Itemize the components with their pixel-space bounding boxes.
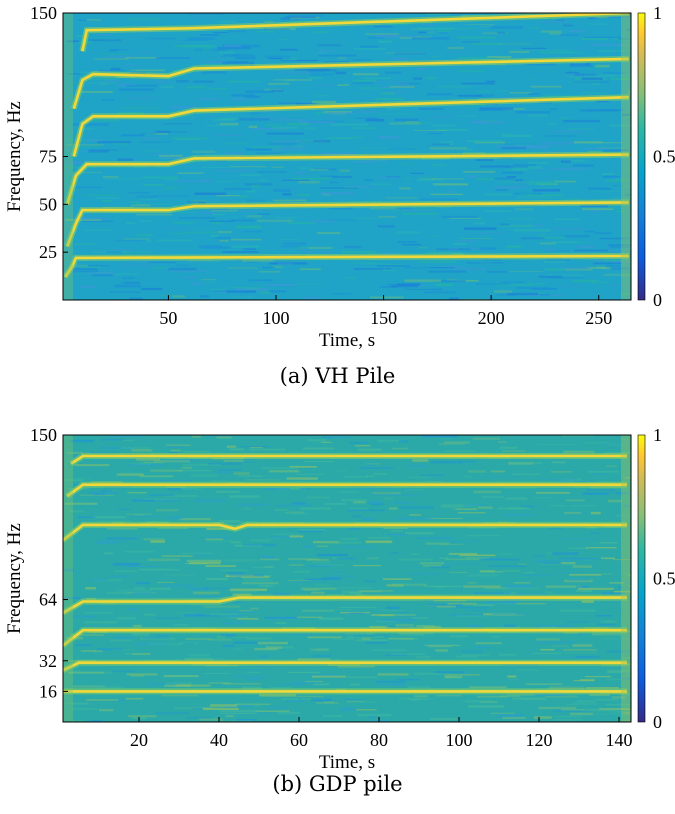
end-edge bbox=[621, 13, 631, 300]
caption-vh-pile: (a) VH Pile bbox=[279, 364, 396, 388]
y-axis-label: Frequency, Hz bbox=[4, 523, 25, 634]
spectrogram-panel-gdp-pile: 20 40 60 80 100 120 140 16 32 64 150 Time, s Frequen… bbox=[0, 418, 675, 814]
x-axis-label: Time, s bbox=[319, 752, 375, 773]
ridge-line-6 bbox=[70, 454, 627, 465]
ridge-line-1 bbox=[63, 661, 627, 672]
x-tick-label: 20 bbox=[130, 730, 148, 750]
colorbar bbox=[637, 434, 646, 723]
colorbar-tick-label: 1 bbox=[653, 425, 662, 445]
y-axis-label: Frequency, Hz bbox=[4, 101, 25, 212]
y-tick-label: 25 bbox=[39, 242, 57, 262]
ridge-line-5 bbox=[81, 13, 629, 52]
y-tick-label: 150 bbox=[30, 425, 57, 445]
ridge-line-4 bbox=[63, 523, 627, 542]
caption-gdp-pile: (b) GDP pile bbox=[272, 772, 403, 796]
x-tick-label: 200 bbox=[478, 308, 505, 328]
x-tick-label: 100 bbox=[446, 730, 473, 750]
spectrogram-image bbox=[63, 435, 631, 722]
frequency-ridges bbox=[63, 453, 627, 695]
axes-frame bbox=[62, 434, 632, 723]
ridge-line-2 bbox=[66, 153, 629, 205]
x-tick-label: 60 bbox=[290, 730, 308, 750]
x-tick-label: 250 bbox=[585, 308, 612, 328]
x-tick-label: 140 bbox=[606, 730, 633, 750]
spectrogram-chart-gdp-pile: 20 40 60 80 100 120 140 16 32 64 150 Time, s Frequen… bbox=[4, 425, 675, 773]
ridge-line-0 bbox=[64, 254, 629, 278]
spectrogram-panel-vh-pile: 50 100 150 200 250 25 50 75 150 Time, s Frequency,… bbox=[0, 0, 675, 400]
colorbar-tick-label: 0.5 bbox=[653, 147, 675, 167]
colorbar-tick-label: 0.5 bbox=[653, 569, 675, 589]
x-tick-label: 50 bbox=[159, 308, 177, 328]
y-tick-label: 150 bbox=[30, 3, 57, 23]
colorbar bbox=[637, 12, 646, 301]
x-tick-label: 150 bbox=[370, 308, 397, 328]
y-tick-label: 32 bbox=[39, 651, 57, 671]
onset-edge bbox=[63, 435, 73, 722]
y-tick-label: 75 bbox=[39, 147, 57, 167]
ridge-line-5 bbox=[66, 483, 627, 498]
spectrogram-image bbox=[63, 13, 631, 300]
x-axis-label: Time, s bbox=[319, 330, 375, 351]
ridge-line-3 bbox=[63, 596, 627, 615]
x-tick-label: 120 bbox=[526, 730, 553, 750]
colorbar-tick-label: 1 bbox=[653, 3, 662, 23]
x-tick-label: 40 bbox=[210, 730, 228, 750]
colorbar-tick-label: 0 bbox=[653, 712, 662, 732]
ridge-line-1 bbox=[66, 201, 629, 247]
y-tick-label: 50 bbox=[39, 194, 57, 214]
colorbar-tick-label: 0 bbox=[653, 290, 662, 310]
end-edge bbox=[621, 435, 631, 722]
y-tick-label: 64 bbox=[39, 590, 57, 610]
ridge-line-2 bbox=[63, 628, 627, 647]
frequency-ridges bbox=[63, 13, 629, 279]
x-tick-label: 100 bbox=[263, 308, 290, 328]
y-tick-label: 16 bbox=[39, 681, 57, 701]
x-tick-label: 80 bbox=[370, 730, 388, 750]
ridge-line-4 bbox=[72, 57, 629, 110]
spectrogram-background bbox=[63, 435, 631, 722]
ridge-line-3 bbox=[72, 95, 629, 157]
